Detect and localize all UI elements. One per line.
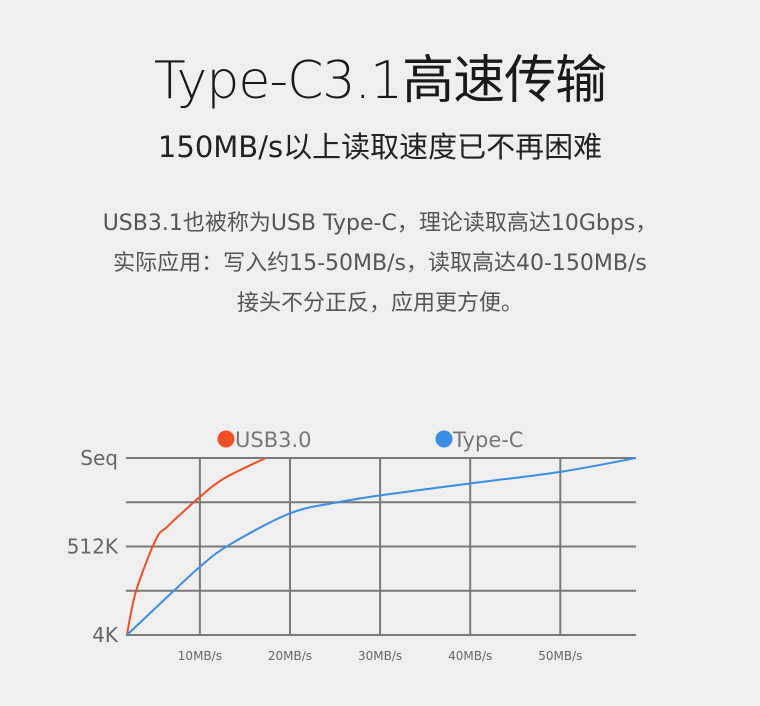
y-tick-label: 512K bbox=[67, 535, 119, 559]
x-tick-label: 50MB/s bbox=[538, 649, 582, 663]
y-tick-label: 4K bbox=[92, 623, 119, 647]
page-title: Type-C3.1高速传输 bbox=[153, 51, 607, 111]
legend-marker bbox=[435, 430, 453, 448]
legend-label: Type-C bbox=[452, 428, 523, 452]
page-subtitle: 150MB/s以上读取速度已不再困难 bbox=[157, 130, 603, 164]
description: USB3.1也被称为USB Type-C，理论读取高达10Gbps， 实际应用：… bbox=[0, 204, 760, 324]
x-tick-label: 20MB/s bbox=[268, 649, 312, 663]
legend-marker bbox=[217, 430, 235, 448]
description-line: 实际应用：写入约15-50MB/s，读取高达40-150MB/s bbox=[113, 251, 647, 276]
description-line: 接头不分正反，应用更方便。 bbox=[236, 291, 523, 316]
x-tick-label: 40MB/s bbox=[448, 649, 492, 663]
series-line-usb3.0 bbox=[125, 457, 266, 636]
y-tick-label: Seq bbox=[80, 446, 118, 470]
legend-label: USB3.0 bbox=[235, 428, 312, 452]
x-tick-label: 10MB/s bbox=[178, 649, 222, 663]
description-line: USB3.1也被称为USB Type-C，理论读取高达10Gbps， bbox=[102, 211, 658, 236]
x-tick-label: 30MB/s bbox=[358, 649, 402, 663]
series-line-type-c bbox=[126, 457, 637, 636]
